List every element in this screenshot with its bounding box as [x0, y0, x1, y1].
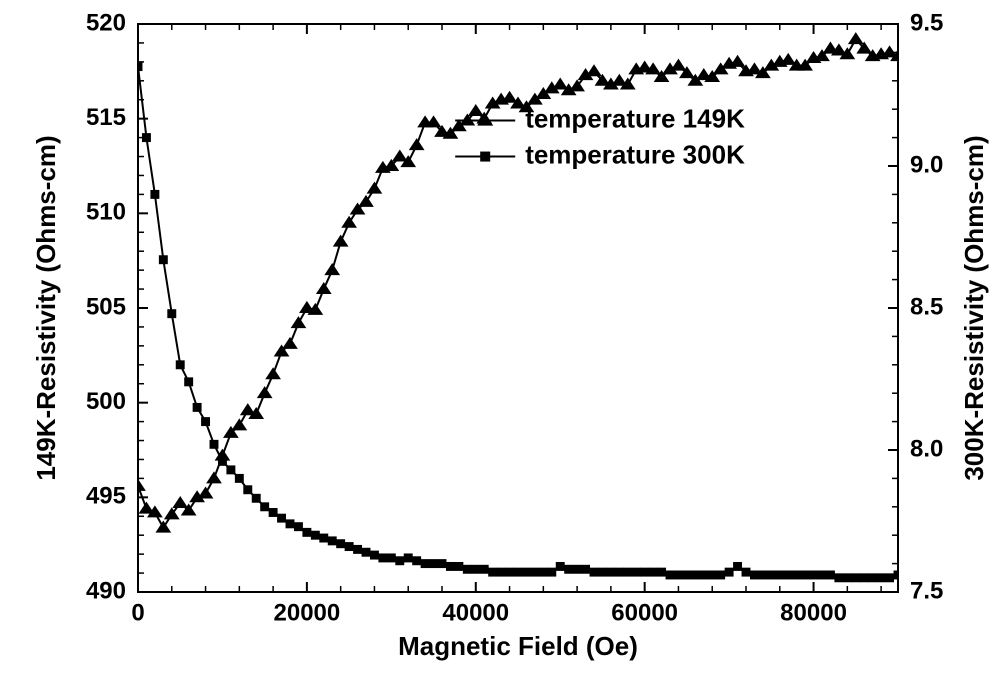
svg-text:500: 500 [86, 388, 126, 415]
svg-text:300K-Resistivity (Ohms-cm): 300K-Resistivity (Ohms-cm) [959, 135, 989, 480]
svg-text:temperature 149K: temperature 149K [525, 103, 745, 133]
svg-text:9.5: 9.5 [910, 9, 943, 36]
resistivity-chart: 0 20000 40000 60000 80000 Magnetic Field (Oe)… [0, 0, 1006, 687]
svg-text:20000: 20000 [274, 599, 341, 626]
svg-text:9.0: 9.0 [910, 151, 943, 178]
svg-text:505: 505 [86, 293, 126, 320]
svg-text:Magnetic Field (Oe): Magnetic Field (Oe) [398, 631, 638, 661]
svg-text:60000: 60000 [611, 599, 678, 626]
svg-text:490: 490 [86, 577, 126, 604]
svg-text:0: 0 [131, 599, 144, 626]
svg-text:40000: 40000 [442, 599, 509, 626]
chart-container: 0 20000 40000 60000 80000 Magnetic Field (Oe)… [0, 0, 1006, 687]
svg-text:8.0: 8.0 [910, 435, 943, 462]
svg-text:520: 520 [86, 9, 126, 36]
svg-text:515: 515 [86, 104, 126, 131]
svg-text:149K-Resistivity (Ohms-cm): 149K-Resistivity (Ohms-cm) [31, 135, 61, 480]
svg-text:80000: 80000 [780, 599, 847, 626]
svg-text:7.5: 7.5 [910, 577, 943, 604]
svg-text:8.5: 8.5 [910, 293, 943, 320]
svg-text:495: 495 [86, 483, 126, 510]
svg-text:510: 510 [86, 199, 126, 226]
svg-text:temperature 300K: temperature 300K [525, 139, 745, 169]
